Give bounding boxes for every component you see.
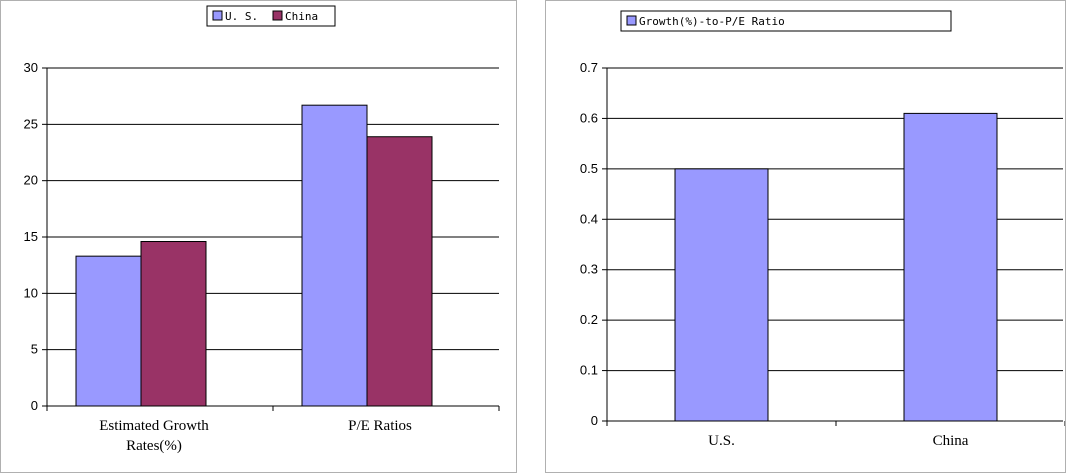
y-tick-label: 0.3 [580,262,598,277]
y-tick-label: 0.6 [580,110,598,125]
y-tick-label: 5 [31,342,38,357]
y-tick-label: 15 [24,229,38,244]
legend-box [206,5,336,27]
y-tick-label: 25 [24,116,38,131]
growth-to-pe-ratio-chart: 0 0.1 0.2 0.3 0.4 0.5 0.6 0.7 U.S. China Growth(%)… [580,10,1065,449]
y-tick-label: 0.1 [580,363,598,378]
y-tick-label: 0.2 [580,312,598,327]
x-category-label: U.S. [708,433,735,449]
growth-pe-comparison-chart: 0 5 10 15 20 25 30 Estimated Growth Rates(%) P/E … [24,5,500,454]
y-tick-label: 20 [24,173,38,188]
y-tick-label: 0.7 [580,60,598,75]
x-category-label: P/E Ratios [348,418,412,434]
bar [674,168,769,422]
x-category-label: China [933,433,969,449]
bar [366,136,433,407]
legend-swatch [626,15,637,26]
y-tick-label: 10 [24,285,38,300]
legend-box [620,10,952,32]
left-chart-panel: 0 5 10 15 20 25 30 Estimated Growth Rates(%) P/E … [0,0,517,473]
y-tick-label: 0 [31,398,38,413]
right-chart-panel: 0 0.1 0.2 0.3 0.4 0.5 0.6 0.7 U.S. China Growth(%)… [545,0,1066,473]
bar [140,241,207,407]
bar [903,112,998,422]
y-tick-label: 0.4 [580,211,598,226]
y-tick-label: 0 [591,413,598,428]
y-tick-label: 30 [24,60,38,75]
legend-label: U. S. [225,10,258,23]
y-tick-label: 0.5 [580,161,598,176]
bar [301,104,368,407]
legend-swatch [212,10,223,21]
bar [75,255,142,407]
x-category-label: Rates(%) [126,438,182,454]
legend-label: China [285,10,318,23]
x-category-label: Estimated Growth [99,418,209,434]
legend-swatch [272,10,283,21]
legend-label: Growth(%)-to-P/E Ratio [639,15,785,28]
